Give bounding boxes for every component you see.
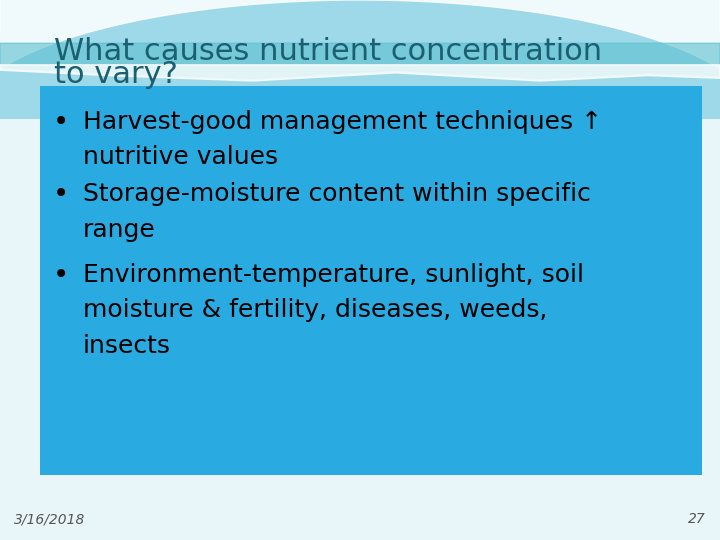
Text: •: • bbox=[53, 261, 69, 289]
Text: range: range bbox=[83, 218, 156, 241]
Polygon shape bbox=[0, 43, 720, 78]
FancyBboxPatch shape bbox=[40, 86, 702, 475]
Polygon shape bbox=[0, 0, 720, 119]
Text: nutritive values: nutritive values bbox=[83, 145, 278, 168]
FancyBboxPatch shape bbox=[0, 0, 720, 119]
FancyBboxPatch shape bbox=[0, 119, 720, 540]
Text: •: • bbox=[53, 180, 69, 208]
Text: Harvest-good management techniques ↑: Harvest-good management techniques ↑ bbox=[83, 110, 602, 133]
Text: 3/16/2018: 3/16/2018 bbox=[14, 512, 86, 526]
Text: What causes nutrient concentration: What causes nutrient concentration bbox=[54, 37, 602, 66]
Polygon shape bbox=[0, 65, 720, 81]
Text: moisture & fertility, diseases, weeds,: moisture & fertility, diseases, weeds, bbox=[83, 299, 547, 322]
Text: 27: 27 bbox=[688, 512, 706, 526]
Text: insects: insects bbox=[83, 334, 171, 357]
Text: •: • bbox=[53, 107, 69, 136]
Text: to vary?: to vary? bbox=[54, 60, 178, 89]
Text: Environment-temperature, sunlight, soil: Environment-temperature, sunlight, soil bbox=[83, 264, 584, 287]
Text: Storage-moisture content within specific: Storage-moisture content within specific bbox=[83, 183, 590, 206]
